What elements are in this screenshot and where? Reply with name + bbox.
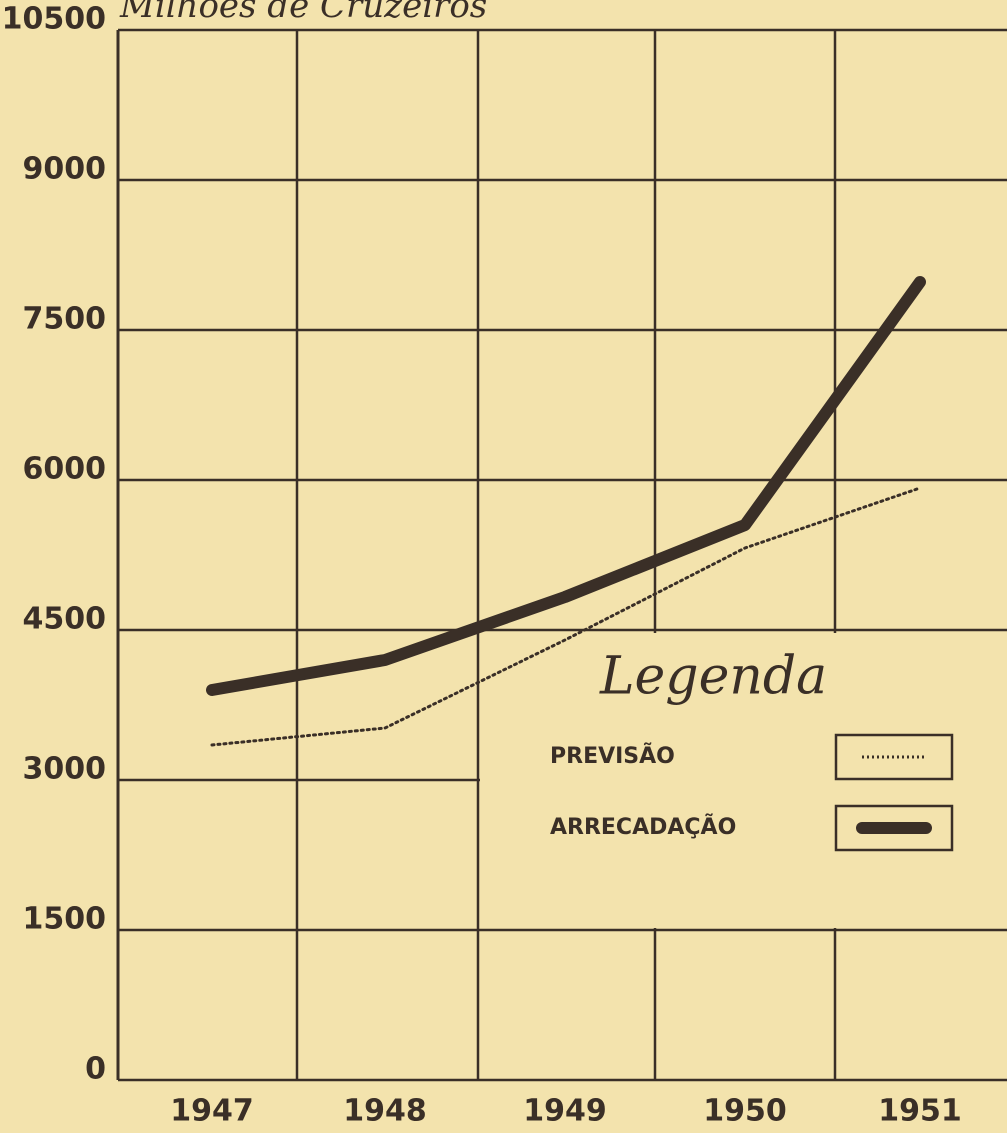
legend-label: ARRECADAÇÃO bbox=[550, 814, 736, 840]
y-tick-label: 10500 bbox=[2, 2, 106, 37]
y-tick-label: 6000 bbox=[23, 452, 107, 487]
y-tick-label: 9000 bbox=[23, 152, 107, 187]
x-tick-label: 1951 bbox=[878, 1094, 962, 1129]
series-line bbox=[206, 276, 926, 696]
y-tick-label: 1500 bbox=[23, 902, 107, 937]
y-tick-label: 0 bbox=[85, 1052, 106, 1087]
y-tick-label: 3000 bbox=[23, 752, 107, 787]
legend-area bbox=[480, 633, 1007, 928]
y-axis-label: Milhões de Cruzeiros bbox=[119, 0, 487, 26]
x-tick-label: 1949 bbox=[523, 1094, 607, 1129]
y-tick-label: 7500 bbox=[23, 302, 107, 337]
x-tick-label: 1947 bbox=[170, 1094, 254, 1129]
series-line bbox=[210, 486, 922, 747]
x-tick-label: 1948 bbox=[343, 1094, 427, 1129]
legend-box bbox=[834, 733, 954, 781]
legend-label: PREVISÃO bbox=[550, 743, 675, 769]
legend-title: Legenda bbox=[599, 647, 827, 707]
x-tick-label: 1950 bbox=[703, 1094, 787, 1129]
y-tick-label: 4500 bbox=[23, 602, 107, 637]
legend-box bbox=[834, 804, 954, 852]
